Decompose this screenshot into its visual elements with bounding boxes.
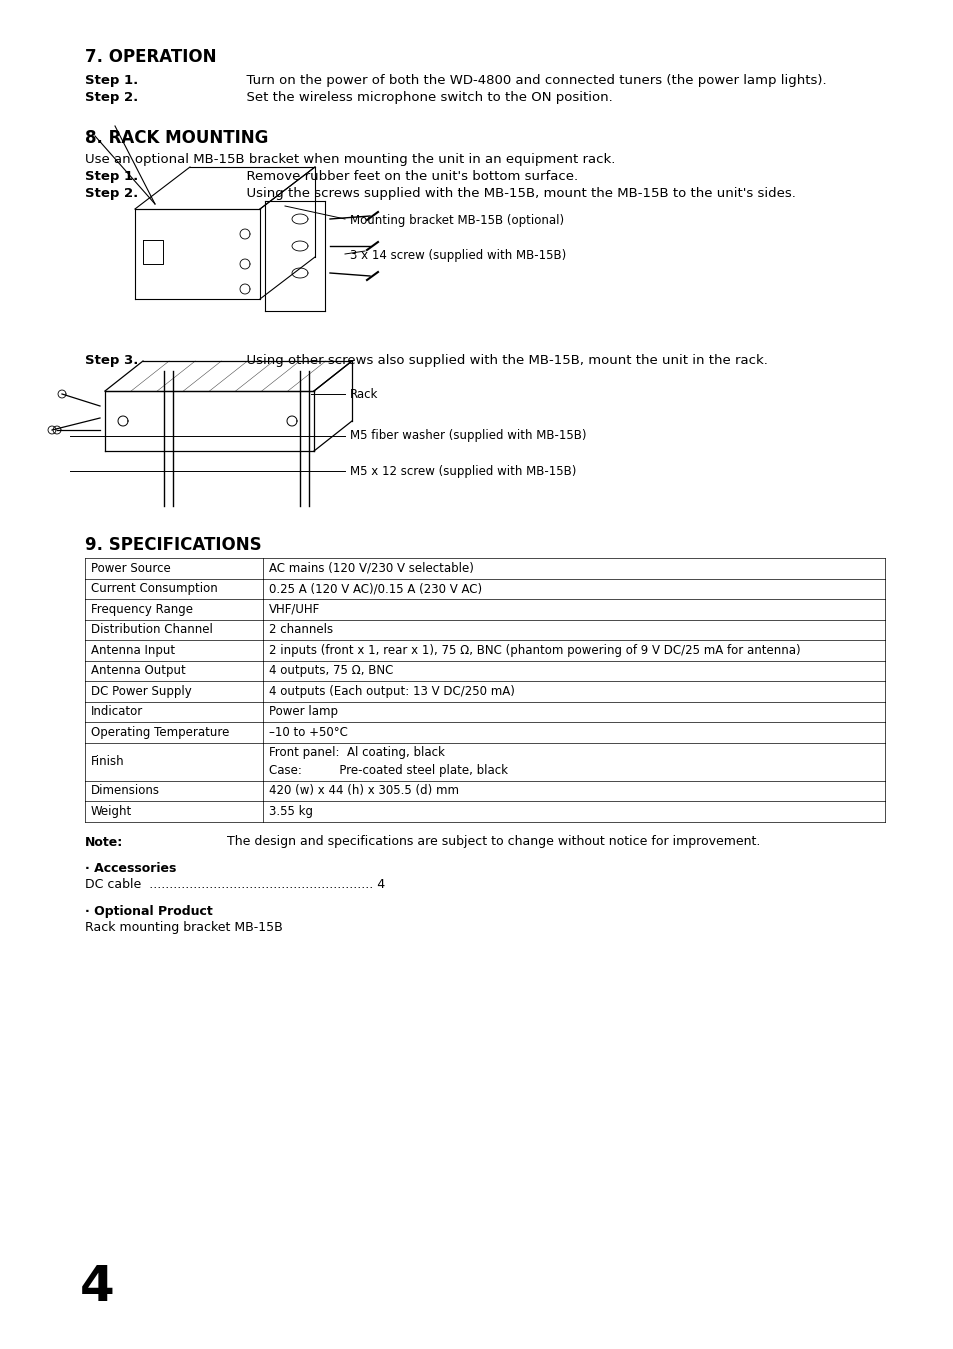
Text: DC cable  ........................................................ 4: DC cable ...............................…	[85, 878, 385, 892]
Text: Operating Temperature: Operating Temperature	[91, 726, 229, 739]
Text: Set the wireless microphone switch to the ON position.: Set the wireless microphone switch to th…	[238, 90, 613, 104]
Text: Dimensions: Dimensions	[91, 784, 160, 797]
Text: Step 2.: Step 2.	[85, 188, 138, 200]
Text: Rack mounting bracket MB-15B: Rack mounting bracket MB-15B	[85, 921, 282, 935]
Text: DC Power Supply: DC Power Supply	[91, 685, 192, 697]
Text: 7. OPERATION: 7. OPERATION	[85, 49, 216, 66]
Text: Frequency Range: Frequency Range	[91, 603, 193, 615]
Text: · Optional Product: · Optional Product	[85, 904, 213, 917]
Text: Using the screws supplied with the MB-15B, mount the MB-15B to the unit's sides.: Using the screws supplied with the MB-15…	[238, 188, 796, 200]
Text: Step 1.: Step 1.	[85, 74, 138, 86]
Text: Using other screws also supplied with the MB-15B, mount the unit in the rack.: Using other screws also supplied with th…	[238, 353, 767, 367]
Text: Finish: Finish	[91, 755, 125, 768]
Text: Step 1.: Step 1.	[85, 170, 138, 183]
Text: 4 outputs, 75 Ω, BNC: 4 outputs, 75 Ω, BNC	[269, 664, 393, 677]
Text: VHF/UHF: VHF/UHF	[269, 603, 320, 615]
Text: 3 x 14 screw (supplied with MB-15B): 3 x 14 screw (supplied with MB-15B)	[350, 250, 566, 262]
Text: Mounting bracket MB-15B (optional): Mounting bracket MB-15B (optional)	[350, 214, 563, 227]
Text: M5 x 12 screw (supplied with MB-15B): M5 x 12 screw (supplied with MB-15B)	[350, 464, 576, 478]
Text: Antenna Input: Antenna Input	[91, 643, 175, 657]
Text: 3.55 kg: 3.55 kg	[269, 805, 313, 817]
Text: Antenna Output: Antenna Output	[91, 664, 186, 677]
Text: Use an optional MB-15B bracket when mounting the unit in an equipment rack.: Use an optional MB-15B bracket when moun…	[85, 152, 615, 166]
Text: · Accessories: · Accessories	[85, 862, 176, 874]
Text: 0.25 A (120 V AC)/0.15 A (230 V AC): 0.25 A (120 V AC)/0.15 A (230 V AC)	[269, 583, 481, 595]
Text: Distribution Channel: Distribution Channel	[91, 623, 213, 637]
Text: 4: 4	[80, 1263, 114, 1311]
Text: 4 outputs (Each output: 13 V DC/250 mA): 4 outputs (Each output: 13 V DC/250 mA)	[269, 685, 515, 697]
Text: Case:          Pre-coated steel plate, black: Case: Pre-coated steel plate, black	[269, 764, 507, 777]
Text: 2 channels: 2 channels	[269, 623, 333, 637]
Text: Turn on the power of both the WD-4800 and connected tuners (the power lamp light: Turn on the power of both the WD-4800 an…	[238, 74, 826, 86]
Text: Step 3.: Step 3.	[85, 353, 138, 367]
Text: 8. RACK MOUNTING: 8. RACK MOUNTING	[85, 130, 268, 147]
Text: Current Consumption: Current Consumption	[91, 583, 217, 595]
Text: Remove rubber feet on the unit's bottom surface.: Remove rubber feet on the unit's bottom …	[238, 170, 578, 183]
Text: Rack: Rack	[350, 387, 378, 401]
Text: Front panel:  Al coating, black: Front panel: Al coating, black	[269, 746, 444, 759]
Text: AC mains (120 V/230 V selectable): AC mains (120 V/230 V selectable)	[269, 561, 474, 575]
Text: 420 (w) x 44 (h) x 305.5 (d) mm: 420 (w) x 44 (h) x 305.5 (d) mm	[269, 784, 458, 797]
Text: Power Source: Power Source	[91, 561, 171, 575]
Text: 9. SPECIFICATIONS: 9. SPECIFICATIONS	[85, 536, 261, 554]
Text: The design and specifications are subject to change without notice for improveme: The design and specifications are subjec…	[223, 835, 760, 849]
Text: Step 2.: Step 2.	[85, 90, 138, 104]
Text: –10 to +50°C: –10 to +50°C	[269, 726, 348, 739]
Text: M5 fiber washer (supplied with MB-15B): M5 fiber washer (supplied with MB-15B)	[350, 429, 586, 442]
Text: Power lamp: Power lamp	[269, 706, 337, 718]
Text: Indicator: Indicator	[91, 706, 143, 718]
Text: Note:: Note:	[85, 835, 123, 849]
Text: 2 inputs (front x 1, rear x 1), 75 Ω, BNC (phantom powering of 9 V DC/25 mA for : 2 inputs (front x 1, rear x 1), 75 Ω, BN…	[269, 643, 800, 657]
Text: Weight: Weight	[91, 805, 132, 817]
